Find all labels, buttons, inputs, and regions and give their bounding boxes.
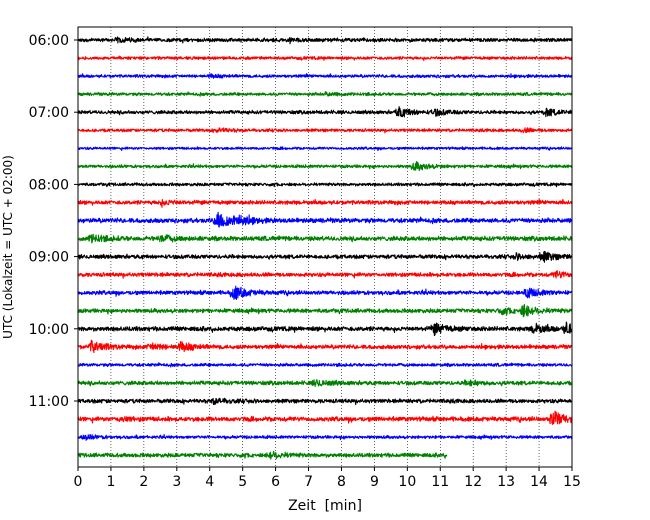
- seismogram-traces: [77, 36, 573, 460]
- trace-1000: [77, 321, 573, 337]
- y-tick-label-09:00: 09:00: [29, 250, 69, 266]
- x-tick-label-12: 12: [464, 474, 482, 490]
- trace-1045: [77, 379, 573, 388]
- trace-0630: [77, 73, 573, 79]
- vertical-gridlines: [110, 27, 540, 467]
- trace-1145: [77, 450, 448, 460]
- x-tick-label-4: 4: [205, 474, 214, 490]
- x-tick-label-13: 13: [497, 474, 515, 490]
- trace-1130: [77, 433, 573, 441]
- x-tick-label-1: 1: [106, 474, 115, 490]
- trace-0830: [77, 211, 573, 228]
- x-tick-label-11: 11: [431, 474, 449, 490]
- trace-0700: [77, 106, 573, 118]
- trace-0945: [77, 303, 573, 318]
- x-tick-label-2: 2: [139, 474, 148, 490]
- x-tick-label-10: 10: [398, 474, 416, 490]
- x-axis-ticks: 0 1 2 3 4 5 6 7 8 9 10 11 12 13 14 15: [74, 467, 581, 490]
- trace-0800: [77, 182, 573, 188]
- trace-0600: [77, 36, 573, 45]
- trace-0845: [77, 233, 573, 244]
- y-tick-label-10:00: 10:00: [29, 322, 69, 338]
- trace-0900: [77, 250, 573, 263]
- trace-0915: [77, 270, 573, 279]
- trace-1100: [77, 397, 573, 406]
- x-tick-label-5: 5: [238, 474, 247, 490]
- trace-0815: [77, 198, 573, 208]
- x-tick-label-14: 14: [530, 474, 548, 490]
- y-tick-label-06:00: 06:00: [29, 33, 69, 49]
- x-tick-label-6: 6: [271, 474, 280, 490]
- y-axis-label: UTC (Lokalzeit = UTC + 02:00): [1, 155, 15, 339]
- y-tick-label-07:00: 07:00: [29, 105, 69, 121]
- x-tick-label-8: 8: [337, 474, 346, 490]
- y-tick-label-08:00: 08:00: [29, 177, 69, 193]
- x-tick-label-7: 7: [304, 474, 313, 490]
- x-tick-label-15: 15: [563, 474, 581, 490]
- trace-1115: [77, 410, 573, 425]
- trace-0715: [77, 127, 573, 134]
- y-tick-label-11:00: 11:00: [29, 394, 69, 410]
- x-tick-label-3: 3: [172, 474, 181, 490]
- trace-0615: [77, 55, 573, 62]
- trace-0745: [77, 161, 573, 172]
- x-tick-label-0: 0: [74, 474, 83, 490]
- x-tick-label-9: 9: [370, 474, 379, 490]
- plot-frame: [77, 26, 573, 468]
- trace-1030: [77, 362, 573, 368]
- trace-1015: [77, 339, 573, 354]
- trace-0645: [77, 91, 573, 97]
- trace-0930: [77, 285, 573, 301]
- trace-0730: [77, 146, 573, 152]
- y-axis-ticks: 06:00 07:00 08:00 09:00 10:00 11:00: [29, 33, 78, 410]
- x-axis-label: Zeit [min]: [288, 498, 362, 514]
